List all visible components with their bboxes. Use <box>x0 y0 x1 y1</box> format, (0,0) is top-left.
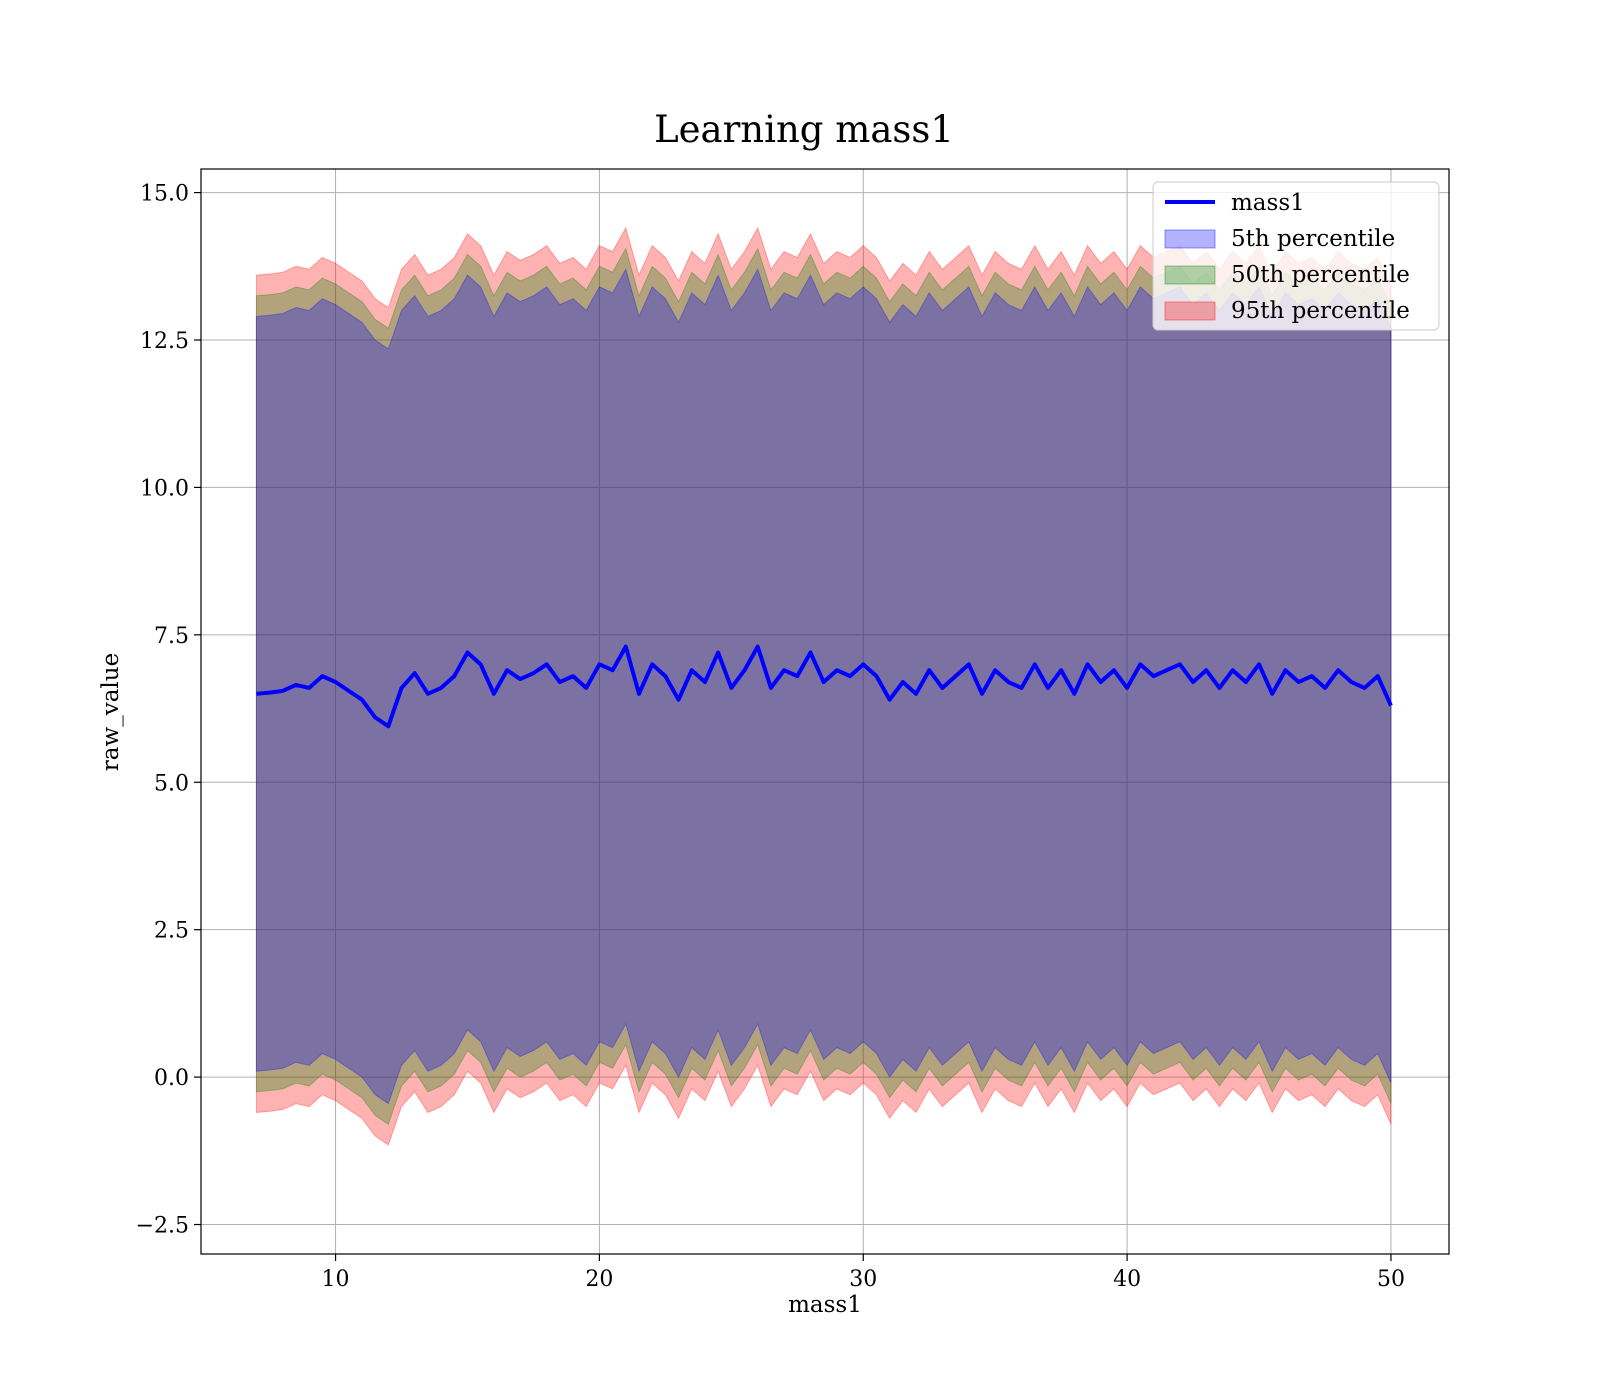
x-axis-label: mass1 <box>788 1292 862 1318</box>
x-tick-label: 10 <box>322 1267 350 1292</box>
y-tick-label: 7.5 <box>154 624 189 649</box>
x-tick-label: 20 <box>585 1267 613 1292</box>
x-tick-label: 50 <box>1377 1267 1405 1292</box>
band-5th-percentile <box>255 267 1392 1105</box>
y-tick-label: 5.0 <box>154 771 189 796</box>
y-tick-label: 10.0 <box>140 476 189 501</box>
x-axis-ticks: 10 20 30 40 50 <box>322 1254 1405 1292</box>
legend-swatch-patch <box>1164 229 1216 249</box>
legend-box <box>1152 181 1440 331</box>
series-line-group <box>256 644 1393 729</box>
legend-swatch-patch <box>1164 265 1216 285</box>
y-axis-ticks: −2.5 0.0 2.5 5.0 7.5 10.0 12.5 15.0 <box>136 182 201 1239</box>
legend-label: 5th percentile <box>1231 226 1395 252</box>
legend: mass1 5th percentile 50th percentile 95th p… <box>1152 181 1440 331</box>
grid <box>201 169 1449 1254</box>
band-95th-percentile <box>255 226 1392 1146</box>
y-tick-label: 15.0 <box>140 182 189 207</box>
legend-label: 95th percentile <box>1231 298 1410 324</box>
percentile-bands <box>255 226 1392 1146</box>
plot-frame <box>200 168 1450 1255</box>
chart-title: Learning mass1 <box>654 108 954 151</box>
legend-swatch-patch <box>1164 301 1216 321</box>
legend-label: mass1 <box>1231 190 1305 216</box>
band-50th-percentile <box>255 247 1392 1126</box>
series-line-mass1 <box>256 644 1393 729</box>
y-tick-label: 2.5 <box>154 919 189 944</box>
y-tick-label: 0.0 <box>154 1066 189 1091</box>
y-tick-label: 12.5 <box>140 329 189 354</box>
y-axis-label: raw_value <box>98 653 124 771</box>
x-tick-label: 40 <box>1113 1267 1141 1292</box>
legend-label: 50th percentile <box>1231 262 1410 288</box>
y-tick-label: −2.5 <box>136 1214 189 1239</box>
x-tick-label: 30 <box>849 1267 877 1292</box>
